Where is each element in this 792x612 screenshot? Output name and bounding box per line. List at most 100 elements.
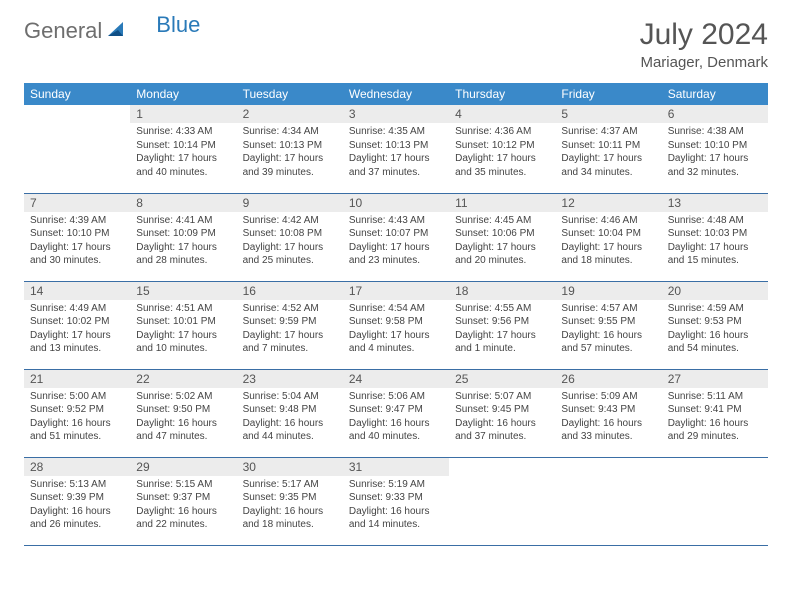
- calendar-empty-cell: [555, 457, 661, 545]
- daylight-text: Daylight: 17 hours and 20 minutes.: [455, 241, 549, 268]
- sunrise-text: Sunrise: 4:55 AM: [455, 302, 549, 316]
- day-body: Sunrise: 4:54 AMSunset: 9:58 PMDaylight:…: [343, 300, 449, 360]
- day-body: Sunrise: 5:17 AMSunset: 9:35 PMDaylight:…: [237, 476, 343, 536]
- weekday-header: Monday: [130, 83, 236, 105]
- calendar-week-row: 1Sunrise: 4:33 AMSunset: 10:14 PMDayligh…: [24, 105, 768, 193]
- day-number: 29: [130, 458, 236, 476]
- day-body: Sunrise: 4:35 AMSunset: 10:13 PMDaylight…: [343, 123, 449, 183]
- daylight-text: Daylight: 16 hours and 26 minutes.: [30, 505, 124, 532]
- daylight-text: Daylight: 16 hours and 47 minutes.: [136, 417, 230, 444]
- day-number: 13: [662, 194, 768, 212]
- sunrise-text: Sunrise: 4:48 AM: [668, 214, 762, 228]
- day-body: Sunrise: 4:33 AMSunset: 10:14 PMDaylight…: [130, 123, 236, 183]
- calendar-day-cell: 23Sunrise: 5:04 AMSunset: 9:48 PMDayligh…: [237, 369, 343, 457]
- day-body: Sunrise: 5:13 AMSunset: 9:39 PMDaylight:…: [24, 476, 130, 536]
- sunset-text: Sunset: 10:13 PM: [349, 139, 443, 153]
- day-number: 14: [24, 282, 130, 300]
- daylight-text: Daylight: 17 hours and 10 minutes.: [136, 329, 230, 356]
- calendar-day-cell: 20Sunrise: 4:59 AMSunset: 9:53 PMDayligh…: [662, 281, 768, 369]
- page-header: General Blue July 2024 Mariager, Denmark: [24, 18, 768, 71]
- day-number: 21: [24, 370, 130, 388]
- sunrise-text: Sunrise: 4:42 AM: [243, 214, 337, 228]
- sunset-text: Sunset: 9:41 PM: [668, 403, 762, 417]
- weekday-header: Friday: [555, 83, 661, 105]
- sunrise-text: Sunrise: 5:11 AM: [668, 390, 762, 404]
- sunrise-text: Sunrise: 5:06 AM: [349, 390, 443, 404]
- sunrise-text: Sunrise: 5:15 AM: [136, 478, 230, 492]
- day-body: Sunrise: 5:09 AMSunset: 9:43 PMDaylight:…: [555, 388, 661, 448]
- calendar-empty-cell: [24, 105, 130, 193]
- daylight-text: Daylight: 17 hours and 25 minutes.: [243, 241, 337, 268]
- sunrise-text: Sunrise: 4:43 AM: [349, 214, 443, 228]
- day-number: 2: [237, 105, 343, 123]
- sunrise-text: Sunrise: 4:59 AM: [668, 302, 762, 316]
- day-number: 24: [343, 370, 449, 388]
- calendar-day-cell: 9Sunrise: 4:42 AMSunset: 10:08 PMDayligh…: [237, 193, 343, 281]
- sunrise-text: Sunrise: 4:49 AM: [30, 302, 124, 316]
- sunset-text: Sunset: 9:45 PM: [455, 403, 549, 417]
- day-body: Sunrise: 4:57 AMSunset: 9:55 PMDaylight:…: [555, 300, 661, 360]
- weekday-header-row: SundayMondayTuesdayWednesdayThursdayFrid…: [24, 83, 768, 105]
- daylight-text: Daylight: 16 hours and 14 minutes.: [349, 505, 443, 532]
- daylight-text: Daylight: 16 hours and 22 minutes.: [136, 505, 230, 532]
- day-body: Sunrise: 5:07 AMSunset: 9:45 PMDaylight:…: [449, 388, 555, 448]
- day-number: 11: [449, 194, 555, 212]
- day-body: Sunrise: 4:49 AMSunset: 10:02 PMDaylight…: [24, 300, 130, 360]
- day-body: Sunrise: 5:02 AMSunset: 9:50 PMDaylight:…: [130, 388, 236, 448]
- calendar-day-cell: 21Sunrise: 5:00 AMSunset: 9:52 PMDayligh…: [24, 369, 130, 457]
- daylight-text: Daylight: 16 hours and 54 minutes.: [668, 329, 762, 356]
- day-body: Sunrise: 4:51 AMSunset: 10:01 PMDaylight…: [130, 300, 236, 360]
- daylight-text: Daylight: 16 hours and 57 minutes.: [561, 329, 655, 356]
- day-body: Sunrise: 4:45 AMSunset: 10:06 PMDaylight…: [449, 212, 555, 272]
- day-number: 23: [237, 370, 343, 388]
- sunrise-text: Sunrise: 5:00 AM: [30, 390, 124, 404]
- sunrise-text: Sunrise: 4:39 AM: [30, 214, 124, 228]
- day-number: 25: [449, 370, 555, 388]
- sunset-text: Sunset: 9:58 PM: [349, 315, 443, 329]
- daylight-text: Daylight: 17 hours and 39 minutes.: [243, 152, 337, 179]
- sunrise-text: Sunrise: 5:07 AM: [455, 390, 549, 404]
- weekday-header: Thursday: [449, 83, 555, 105]
- daylight-text: Daylight: 17 hours and 40 minutes.: [136, 152, 230, 179]
- day-body: Sunrise: 4:59 AMSunset: 9:53 PMDaylight:…: [662, 300, 768, 360]
- weekday-header: Saturday: [662, 83, 768, 105]
- calendar-day-cell: 4Sunrise: 4:36 AMSunset: 10:12 PMDayligh…: [449, 105, 555, 193]
- sunrise-text: Sunrise: 5:02 AM: [136, 390, 230, 404]
- logo-sail-icon: [106, 19, 126, 44]
- calendar-day-cell: 12Sunrise: 4:46 AMSunset: 10:04 PMDaylig…: [555, 193, 661, 281]
- sunrise-text: Sunrise: 4:36 AM: [455, 125, 549, 139]
- daylight-text: Daylight: 17 hours and 37 minutes.: [349, 152, 443, 179]
- title-block: July 2024 Mariager, Denmark: [640, 18, 768, 71]
- sunset-text: Sunset: 10:01 PM: [136, 315, 230, 329]
- calendar-day-cell: 19Sunrise: 4:57 AMSunset: 9:55 PMDayligh…: [555, 281, 661, 369]
- sunrise-text: Sunrise: 4:38 AM: [668, 125, 762, 139]
- day-body: Sunrise: 4:34 AMSunset: 10:13 PMDaylight…: [237, 123, 343, 183]
- calendar-day-cell: 5Sunrise: 4:37 AMSunset: 10:11 PMDayligh…: [555, 105, 661, 193]
- sunrise-text: Sunrise: 4:52 AM: [243, 302, 337, 316]
- sunset-text: Sunset: 10:10 PM: [30, 227, 124, 241]
- calendar-day-cell: 14Sunrise: 4:49 AMSunset: 10:02 PMDaylig…: [24, 281, 130, 369]
- calendar-day-cell: 15Sunrise: 4:51 AMSunset: 10:01 PMDaylig…: [130, 281, 236, 369]
- day-number: 8: [130, 194, 236, 212]
- sunset-text: Sunset: 10:11 PM: [561, 139, 655, 153]
- calendar-week-row: 7Sunrise: 4:39 AMSunset: 10:10 PMDayligh…: [24, 193, 768, 281]
- sunset-text: Sunset: 10:06 PM: [455, 227, 549, 241]
- day-number: 16: [237, 282, 343, 300]
- sunset-text: Sunset: 10:03 PM: [668, 227, 762, 241]
- sunset-text: Sunset: 10:07 PM: [349, 227, 443, 241]
- calendar-day-cell: 26Sunrise: 5:09 AMSunset: 9:43 PMDayligh…: [555, 369, 661, 457]
- calendar-week-row: 14Sunrise: 4:49 AMSunset: 10:02 PMDaylig…: [24, 281, 768, 369]
- calendar-day-cell: 31Sunrise: 5:19 AMSunset: 9:33 PMDayligh…: [343, 457, 449, 545]
- sunset-text: Sunset: 9:59 PM: [243, 315, 337, 329]
- sunset-text: Sunset: 9:47 PM: [349, 403, 443, 417]
- calendar-day-cell: 8Sunrise: 4:41 AMSunset: 10:09 PMDayligh…: [130, 193, 236, 281]
- day-body: Sunrise: 5:06 AMSunset: 9:47 PMDaylight:…: [343, 388, 449, 448]
- day-body: Sunrise: 5:19 AMSunset: 9:33 PMDaylight:…: [343, 476, 449, 536]
- daylight-text: Daylight: 17 hours and 7 minutes.: [243, 329, 337, 356]
- sunrise-text: Sunrise: 4:33 AM: [136, 125, 230, 139]
- daylight-text: Daylight: 17 hours and 15 minutes.: [668, 241, 762, 268]
- daylight-text: Daylight: 17 hours and 4 minutes.: [349, 329, 443, 356]
- daylight-text: Daylight: 16 hours and 29 minutes.: [668, 417, 762, 444]
- daylight-text: Daylight: 16 hours and 37 minutes.: [455, 417, 549, 444]
- calendar-body: 1Sunrise: 4:33 AMSunset: 10:14 PMDayligh…: [24, 105, 768, 545]
